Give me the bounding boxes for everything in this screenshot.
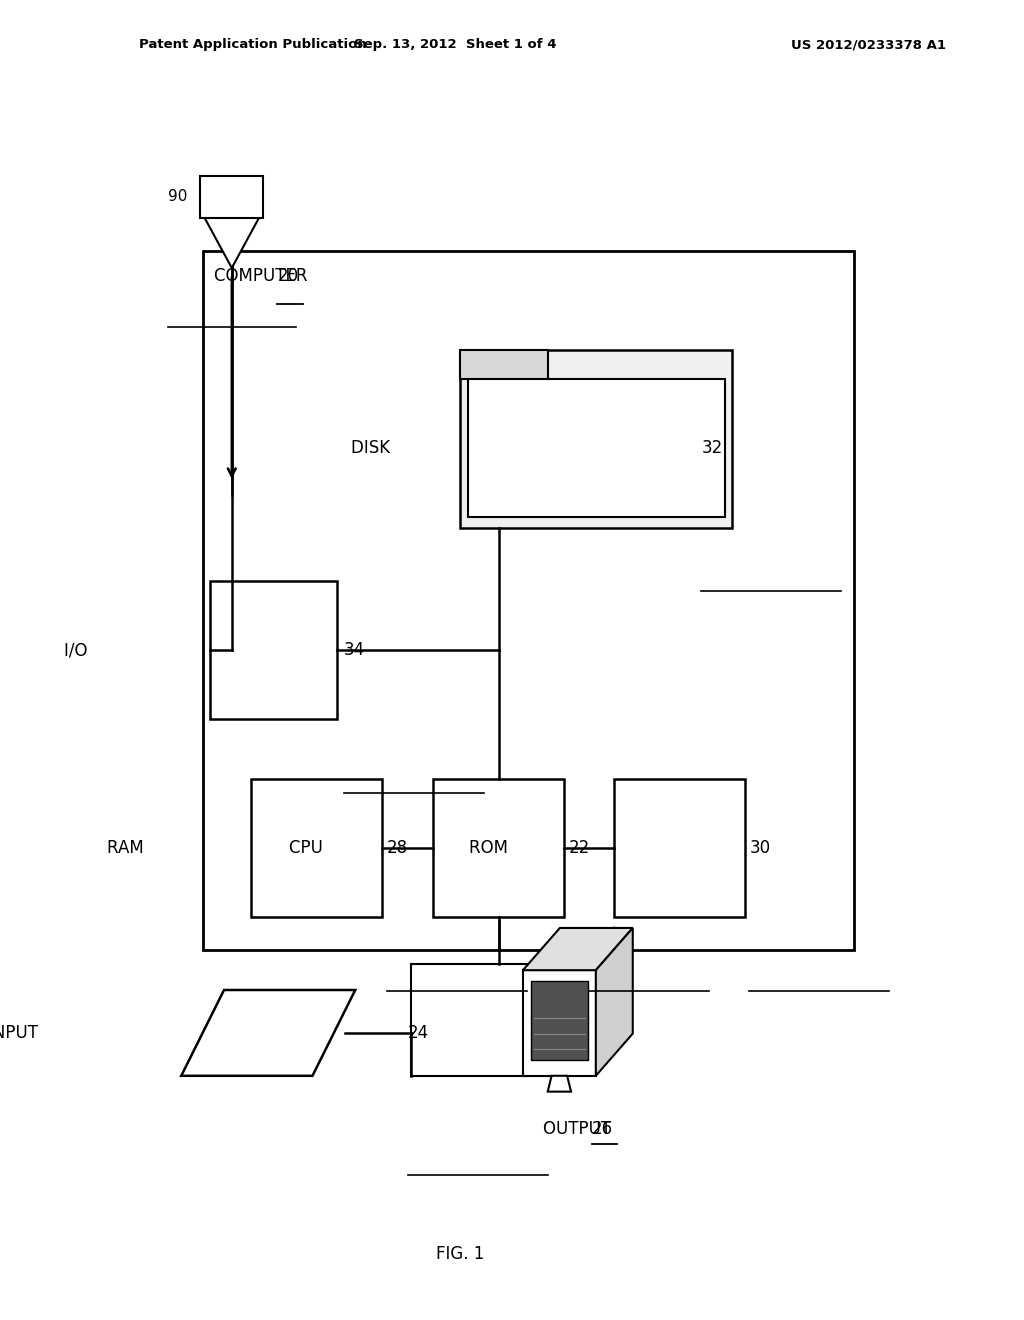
- Polygon shape: [596, 928, 633, 1076]
- Text: US 2012/0233378 A1: US 2012/0233378 A1: [791, 38, 946, 51]
- Text: 30: 30: [750, 840, 770, 857]
- Text: CPU 22: CPU 22: [468, 840, 528, 857]
- Text: Sep. 13, 2012  Sheet 1 of 4: Sep. 13, 2012 Sheet 1 of 4: [354, 38, 557, 51]
- Text: I/O 34: I/O 34: [249, 642, 299, 659]
- Polygon shape: [523, 970, 596, 1076]
- Text: RAM 28: RAM 28: [286, 840, 348, 857]
- Text: INPUT 24: INPUT 24: [230, 1024, 306, 1041]
- Text: DISK: DISK: [351, 440, 395, 457]
- Text: 32: 32: [701, 440, 723, 457]
- Bar: [433, 779, 564, 917]
- Bar: [460, 350, 548, 379]
- Bar: [468, 379, 725, 517]
- Polygon shape: [181, 990, 355, 1076]
- Text: INPUT: INPUT: [0, 1024, 44, 1041]
- Text: COMPUTER: COMPUTER: [214, 267, 313, 285]
- Text: DISK 32: DISK 32: [563, 440, 629, 457]
- Bar: [201, 176, 263, 218]
- Text: OUTPUT: OUTPUT: [543, 1119, 616, 1138]
- Text: 20: 20: [278, 267, 298, 285]
- Bar: [412, 964, 586, 1076]
- Text: CPU: CPU: [289, 840, 328, 857]
- Text: 24: 24: [409, 1024, 429, 1041]
- Text: ROM 30: ROM 30: [647, 840, 712, 857]
- Bar: [203, 251, 854, 950]
- Text: 26: 26: [592, 1119, 613, 1138]
- Text: 28: 28: [387, 840, 408, 857]
- Bar: [210, 581, 337, 719]
- Text: 90: 90: [222, 189, 242, 205]
- Text: 90: 90: [168, 189, 187, 205]
- Polygon shape: [523, 928, 633, 970]
- Bar: [251, 779, 383, 917]
- Text: Patent Application Publication: Patent Application Publication: [139, 38, 368, 51]
- Polygon shape: [205, 218, 259, 268]
- Text: 22: 22: [568, 840, 590, 857]
- Polygon shape: [548, 1076, 571, 1092]
- Text: I/O: I/O: [63, 642, 92, 659]
- Text: ROM: ROM: [469, 840, 514, 857]
- Text: RAM: RAM: [106, 840, 148, 857]
- Polygon shape: [530, 981, 588, 1060]
- Text: 34: 34: [344, 642, 365, 659]
- Bar: [460, 350, 732, 528]
- Text: FIG. 1: FIG. 1: [436, 1245, 484, 1263]
- Bar: [613, 779, 745, 917]
